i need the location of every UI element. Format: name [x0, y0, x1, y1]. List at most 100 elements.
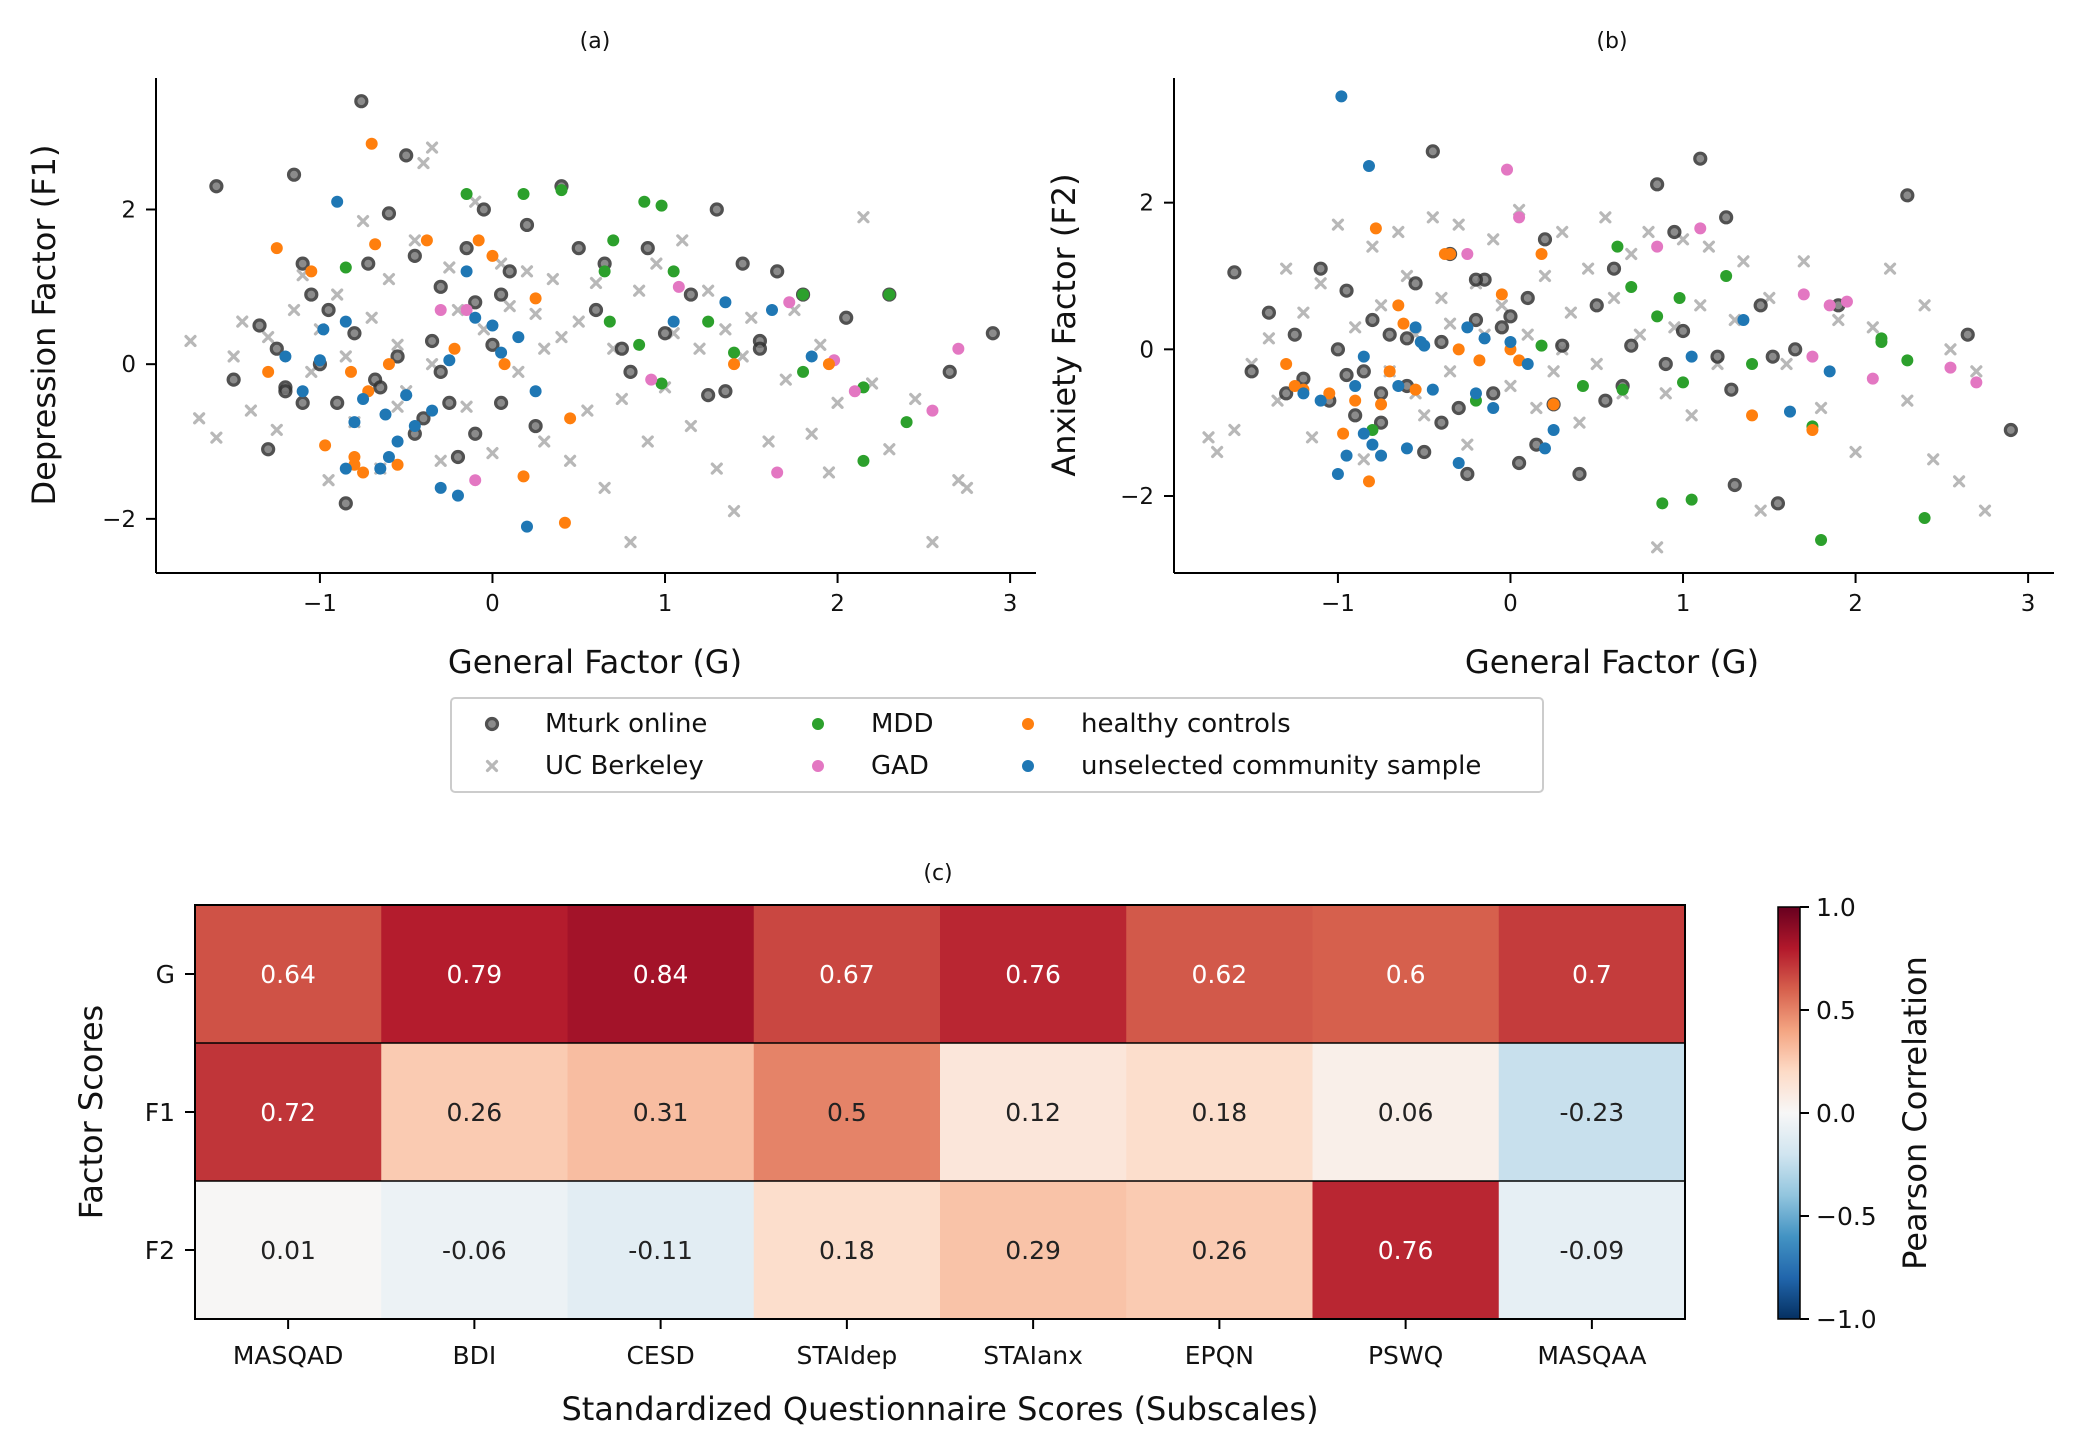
heatmap-value-label: 0.26: [447, 1098, 503, 1127]
panel-b-point-berkeley: [1530, 401, 1543, 415]
panel-a-point-mdd: [702, 315, 715, 328]
panel-a-point-mturk: [519, 217, 535, 233]
panel-a-point-berkeley: [339, 350, 352, 363]
legend-marker-mturk: [484, 716, 500, 732]
heatmap-value-label: 0.79: [447, 960, 503, 989]
panel-a-point-mturk: [735, 256, 750, 271]
panel-a-series-community: [279, 195, 818, 533]
panel-b-point-berkeley: [1633, 328, 1646, 341]
panel-a-point-community: [520, 520, 533, 533]
panel-b-point-berkeley: [1797, 255, 1810, 268]
panel-b-point-berkeley: [1676, 233, 1690, 246]
panel-b: (b) −1 0 1 2 3 −2 0 2 General Factor (G) Anxiet…: [1045, 29, 2054, 681]
panel-a-point-mdd: [728, 346, 741, 359]
heatmap-cell: [1498, 1043, 1686, 1182]
panel-b-point-mturk: [1451, 400, 1466, 416]
panel-a-point-mturk: [588, 302, 604, 318]
panel-b-point-berkeley: [1297, 306, 1310, 319]
panel-b-point-mdd: [1875, 336, 1888, 348]
panel-a-ytick-label: 0: [121, 352, 136, 378]
panel-a-point-mdd: [460, 188, 473, 201]
panel-b-point-mdd: [1576, 380, 1589, 392]
panel-a-point-berkeley: [322, 474, 335, 487]
panel-b-point-mturk: [1356, 364, 1371, 379]
panel-a-point-berkeley: [227, 350, 240, 363]
panel-a-point-berkeley: [365, 311, 378, 324]
panel-b-point-gad: [1513, 211, 1526, 224]
panel-b-point-community: [1504, 336, 1517, 348]
panel-a-point-mdd: [667, 265, 680, 278]
panel-a-point-mturk: [424, 333, 440, 349]
panel-b-point-berkeley: [1832, 313, 1845, 327]
panel-b-point-mturk: [1330, 342, 1346, 357]
panel-a-point-berkeley: [486, 447, 499, 460]
panel-b-point-mturk: [1511, 455, 1527, 471]
heatmap-ytick-label: F2: [145, 1236, 175, 1265]
panel-b-point-mturk: [1468, 272, 1484, 287]
panel-a-point-berkeley: [572, 315, 585, 328]
panel-b-series-mturk: [1227, 144, 2018, 511]
panel-a-point-community: [667, 315, 680, 328]
panel-b-xtick-label: −1: [1321, 591, 1355, 617]
panel-b-point-berkeley: [1901, 394, 1914, 407]
panel-b-point-hc: [1495, 288, 1508, 301]
panel-b-point-mturk: [1589, 298, 1604, 313]
heatmap-cell: [381, 1181, 568, 1320]
panel-b-point-mdd: [1611, 240, 1624, 253]
panel-a-point-berkeley: [546, 272, 559, 286]
panel-a-xtick-label: 0: [485, 591, 500, 617]
panel-a-point-mturk: [226, 372, 241, 387]
panel-a-ytick-label: −2: [102, 507, 136, 533]
panel-a-point-mturk: [450, 449, 466, 465]
panel-b-point-mturk: [1287, 327, 1302, 342]
panel-b-xtick-label: 3: [2021, 591, 2036, 617]
panel-a-point-mturk: [683, 287, 699, 302]
panel-b-ytick-label: −2: [1120, 484, 1154, 510]
panel-b-point-community: [1357, 350, 1370, 363]
panel-b-point-mdd: [1746, 358, 1759, 370]
panel-b-point-berkeley: [1590, 357, 1603, 371]
panel-b-point-mturk: [1339, 283, 1354, 298]
panel-a-xtick-label: 1: [658, 591, 673, 617]
panel-a-point-mdd: [517, 188, 530, 201]
panel-b-point-hc: [1280, 358, 1293, 370]
panel-b-point-community: [1362, 160, 1375, 172]
panel-b-point-berkeley: [1443, 317, 1457, 330]
heatmap-cell: [1498, 1181, 1686, 1320]
panel-a-point-berkeley: [356, 214, 370, 228]
panel-a-point-berkeley: [529, 307, 542, 320]
panel-a-point-mdd: [900, 416, 913, 429]
legend-entry-community: unselected community sample: [1022, 751, 1481, 781]
panel-a-xtick-label: 2: [830, 591, 845, 617]
panel-a-point-berkeley: [805, 427, 818, 440]
panel-a-point-community: [339, 462, 352, 475]
panel-b-xtick-label: 1: [1676, 591, 1691, 617]
panel-a-point-mturk: [338, 496, 353, 511]
panel-a-point-berkeley: [857, 211, 870, 224]
heatmap-xtick-label: MASQAD: [233, 1341, 344, 1370]
panel-b-point-community: [1400, 442, 1413, 455]
panel-b-point-berkeley: [1461, 438, 1474, 451]
panel-b-point-mturk: [1520, 290, 1535, 306]
panel-a-point-berkeley: [408, 234, 421, 247]
panel-b-point-mdd: [1918, 512, 1931, 524]
panel-b-point-mdd: [1901, 354, 1914, 367]
panel-b-point-community: [1349, 380, 1362, 392]
legend-entry-berkeley: UC Berkeley: [485, 751, 704, 781]
panel-a-point-community: [460, 265, 473, 278]
heatmap-xtick-label: STAIanx: [983, 1341, 1083, 1370]
panel-a-point-hc: [319, 439, 332, 452]
heatmap-value-label: 0.5: [827, 1098, 867, 1127]
panel-a-point-mturk: [709, 202, 724, 217]
panel-b-point-berkeley: [1918, 299, 1931, 312]
heatmap-value-label: 0.7: [1572, 960, 1612, 989]
panel-b-point-community: [1340, 449, 1353, 462]
panel-a-point-hc: [498, 358, 511, 371]
panel-a-point-mdd: [797, 365, 810, 378]
panel-a-point-community: [317, 323, 330, 336]
panel-b-ytick-label: 0: [1139, 337, 1154, 363]
panel-b-point-berkeley: [1780, 357, 1793, 371]
panel-b-point-community: [1297, 387, 1310, 400]
panel-b-point-berkeley: [1487, 233, 1500, 246]
panel-b-point-hc: [1444, 248, 1457, 260]
